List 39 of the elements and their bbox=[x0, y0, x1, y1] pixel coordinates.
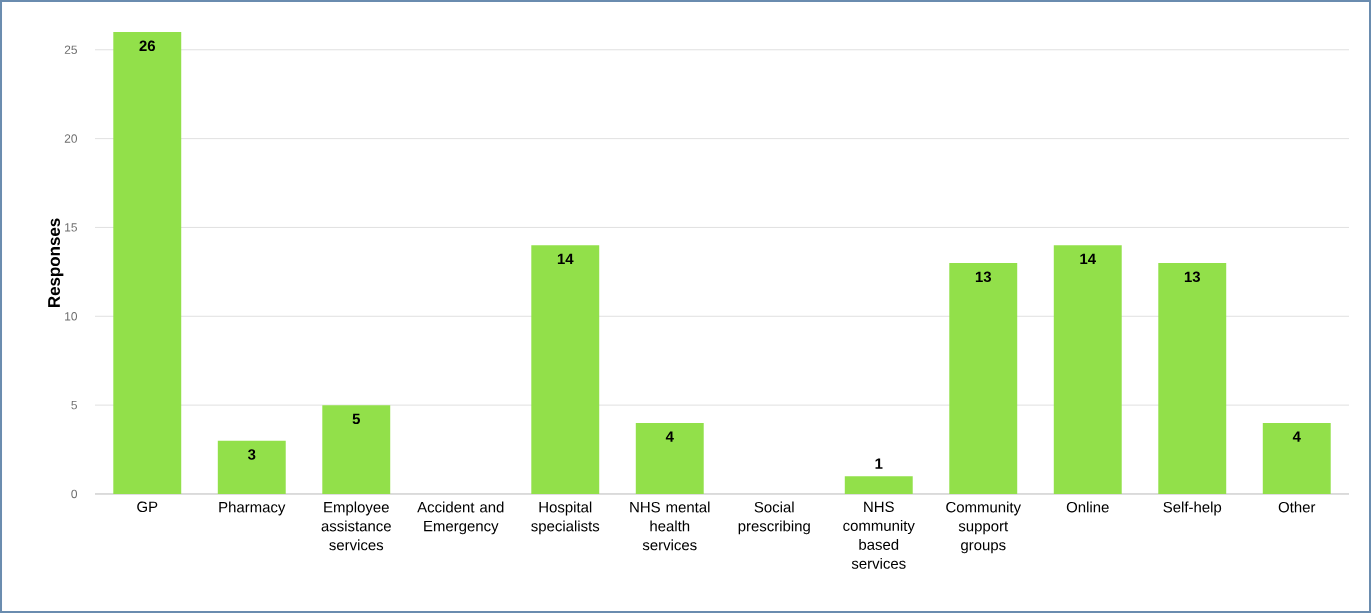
x-tick-label: Online bbox=[1066, 501, 1109, 513]
bar bbox=[1158, 262, 1227, 494]
data-label: 14 bbox=[1080, 253, 1096, 265]
y-tick-label: 20 bbox=[64, 134, 78, 143]
x-tick-label: Self-help bbox=[1163, 501, 1222, 516]
bar bbox=[635, 422, 704, 494]
y-axis-title: Responses bbox=[48, 218, 64, 308]
data-label: 13 bbox=[1184, 271, 1201, 283]
x-tick-label: Accident and Emergency bbox=[417, 501, 504, 535]
data-label: 3 bbox=[247, 449, 256, 460]
data-label: 1 bbox=[875, 458, 883, 469]
data-label: 13 bbox=[975, 271, 992, 283]
bar bbox=[113, 31, 182, 494]
data-label: 4 bbox=[665, 431, 674, 442]
x-tick-label: NHS community based services bbox=[843, 501, 915, 569]
x-tick-label: Community support groups bbox=[946, 501, 1021, 554]
bar bbox=[949, 262, 1018, 494]
bar bbox=[217, 440, 286, 494]
bar bbox=[531, 245, 600, 494]
data-label: 4 bbox=[1292, 431, 1301, 442]
x-tick-label: Employee assistance services bbox=[321, 501, 391, 551]
x-tick-label: NHS mental health services bbox=[630, 501, 710, 551]
y-tick-label: 15 bbox=[65, 223, 77, 232]
bar bbox=[844, 476, 913, 494]
x-tick-label: Other bbox=[1278, 501, 1316, 513]
y-tick-label: 5 bbox=[71, 400, 77, 410]
data-label: 14 bbox=[557, 253, 574, 265]
data-label: 5 bbox=[352, 413, 360, 425]
bar bbox=[1262, 422, 1331, 494]
x-tick-label: GP bbox=[137, 501, 158, 513]
bar bbox=[322, 405, 391, 494]
y-tick-label: 25 bbox=[64, 45, 77, 54]
y-tick-label: 10 bbox=[65, 312, 78, 321]
data-label: 26 bbox=[139, 40, 156, 52]
x-tick-label: Social prescribing bbox=[738, 501, 810, 535]
y-tick-label: 0 bbox=[71, 489, 78, 499]
x-tick-label: Hospital specialists bbox=[531, 501, 600, 535]
x-tick-label: Pharmacy bbox=[219, 501, 286, 516]
bar bbox=[1053, 245, 1122, 494]
